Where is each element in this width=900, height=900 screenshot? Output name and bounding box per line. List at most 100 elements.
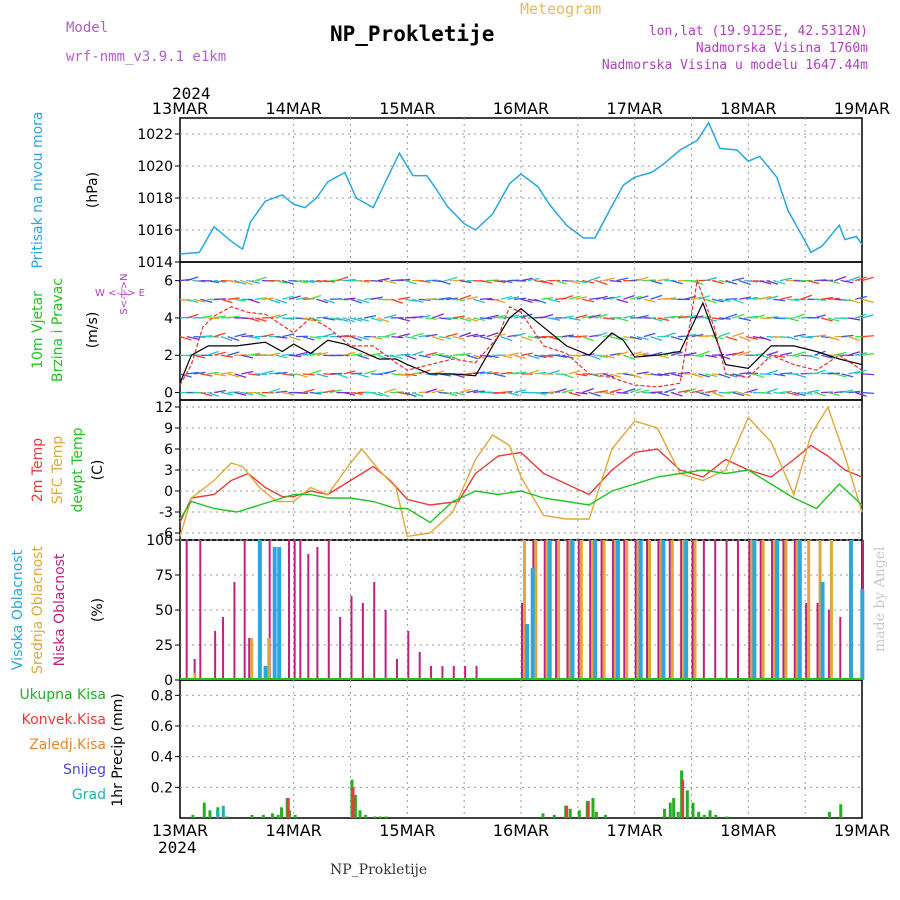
wind-barb	[343, 297, 356, 300]
wind-barb	[452, 279, 465, 282]
wind-barb	[807, 354, 820, 360]
wind-barb	[479, 371, 492, 375]
wind-barb	[582, 335, 594, 342]
wind-barb	[200, 335, 213, 338]
bar-precip-grad	[221, 805, 225, 818]
bar-low-cloud	[577, 540, 580, 680]
bar-high-cloud	[638, 540, 643, 680]
bar-mid-cloud	[591, 540, 595, 680]
wind-barb	[302, 335, 315, 341]
label-mid-cloud: Srednja Oblacnost	[30, 546, 46, 674]
y-tick-label: 9	[164, 421, 173, 437]
label-wind-title2: Brzina i Pravac	[50, 278, 66, 382]
wind-barb	[588, 276, 601, 282]
wind-barb	[623, 388, 635, 394]
wind-barb	[336, 298, 349, 301]
wind-barb	[848, 317, 861, 321]
wind-barb	[691, 333, 704, 338]
wind-barb	[473, 354, 486, 359]
station-title: NP_Prokletije	[330, 22, 495, 46]
label-pressure-unit: (hPa)	[85, 172, 101, 208]
wind-barb	[500, 371, 513, 375]
wind-barb	[227, 280, 240, 284]
label-precip-convective: Konvek.Kisa	[22, 712, 106, 728]
wind-barb	[718, 373, 731, 379]
wind-barb	[636, 335, 649, 341]
wind-barb	[623, 335, 636, 340]
wind-barb	[343, 335, 356, 338]
x-tick-label-top: 15MAR	[379, 99, 435, 118]
wind-barb	[343, 278, 356, 282]
wind-barb	[848, 298, 860, 304]
label-precip-unit: 1hr Precip (mm)	[110, 693, 126, 806]
wind-barb	[227, 351, 240, 356]
wind-barb	[459, 317, 472, 322]
bar-mid-cloud	[773, 540, 777, 680]
wind-barb	[241, 354, 254, 359]
label-low-cloud: Niska Oblacnost	[52, 553, 68, 666]
wind-barb	[507, 352, 520, 356]
bar-precip-convective	[286, 798, 290, 818]
bar-precip-total	[293, 814, 297, 818]
bar-mid-cloud	[636, 540, 640, 680]
wind-barb	[582, 315, 595, 319]
bar-low-cloud	[600, 540, 603, 680]
wind-barb	[691, 354, 704, 358]
wind-barb	[445, 391, 458, 397]
wind-barb	[623, 354, 635, 360]
wind-barb	[288, 335, 301, 341]
bar-low-cloud	[827, 610, 830, 680]
wind-barb	[616, 351, 629, 356]
wind-barb	[295, 373, 308, 378]
bar-mid-cloud	[693, 540, 697, 680]
wind-barb	[848, 370, 861, 375]
wind-barb	[657, 278, 670, 282]
wind-barb	[404, 280, 417, 285]
bar-high-cloud	[525, 624, 529, 680]
bar-precip-total	[384, 816, 388, 818]
bar-mid-cloud	[557, 540, 561, 680]
wind-barb	[732, 277, 745, 282]
wind-barb	[520, 298, 533, 304]
wind-barb	[534, 371, 547, 375]
wind-barb	[759, 391, 772, 395]
y-tick-label: 0.8	[151, 688, 173, 704]
wind-barb	[411, 332, 424, 338]
wind-barb	[780, 277, 793, 282]
wind-barb	[241, 391, 254, 396]
wind-barb	[793, 313, 806, 319]
wind-barb	[848, 335, 860, 342]
wind-barb	[548, 317, 561, 321]
wind-barb	[493, 391, 506, 394]
wind-barb	[807, 389, 820, 394]
wind-barb	[636, 295, 649, 300]
x-tick-label-bottom: 14MAR	[266, 821, 322, 840]
x-tick-label-bottom: 17MAR	[607, 821, 663, 840]
wind-barb	[657, 373, 670, 377]
wind-barb	[636, 371, 649, 375]
wind-barb	[684, 314, 697, 319]
wind-barb	[391, 354, 404, 360]
wind-barb	[302, 373, 315, 376]
wind-barb	[316, 298, 329, 304]
wind-barb	[207, 280, 220, 284]
wind-barb	[786, 354, 799, 358]
bar-low-cloud	[702, 540, 705, 680]
y-tick-label: 25	[155, 638, 173, 654]
wind-barb	[711, 298, 724, 303]
wind-barb	[705, 373, 717, 378]
wind-barb	[493, 314, 506, 319]
wind-barb	[786, 335, 799, 341]
wind-barb	[827, 297, 840, 300]
wind-barb	[527, 277, 540, 282]
wind-barb	[207, 371, 220, 375]
label-2m-temp: 2m Temp	[30, 438, 46, 502]
wind-barb	[370, 373, 383, 376]
series-line-dewpt-temp	[179, 469, 863, 524]
bar-low-cloud	[691, 540, 694, 680]
wind-barb	[473, 390, 486, 394]
wind-barb	[207, 335, 220, 338]
wind-barb	[384, 280, 397, 285]
wind-barb	[186, 276, 199, 282]
